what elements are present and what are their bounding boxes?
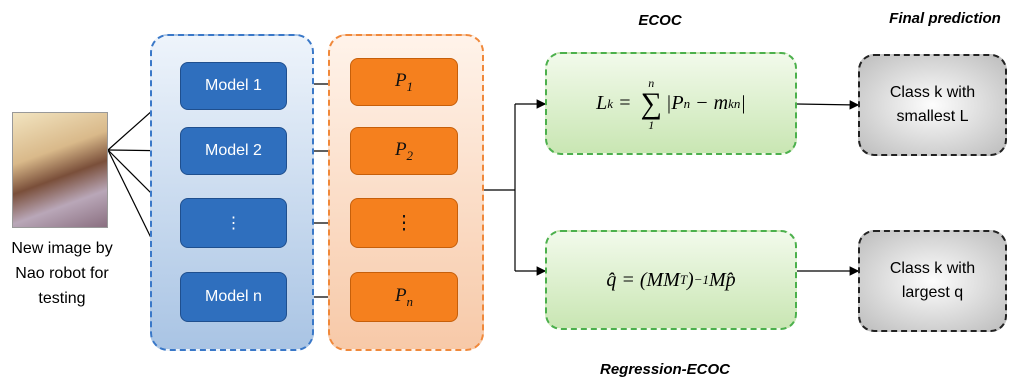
regression-ecoc-label: Regression-ECOC	[580, 361, 750, 378]
caption-line: testing	[0, 286, 124, 311]
formula-part: −1	[694, 272, 709, 288]
prediction-line: Class k with	[860, 257, 1005, 281]
output-subscript: 2	[407, 147, 414, 162]
output-subscript: 1	[407, 78, 414, 93]
output-text: ⋮	[395, 213, 414, 234]
formula-part: =	[613, 92, 637, 115]
output-text: P	[395, 70, 407, 91]
output-subscript: n	[407, 293, 414, 308]
prediction-line: Class k with	[860, 81, 1005, 105]
formula-part: L	[596, 92, 607, 115]
formula-part: q̂ = (MM	[606, 269, 679, 292]
prediction-line: largest q	[860, 281, 1005, 305]
formula-part: T	[680, 272, 687, 288]
model-box: ⋮	[180, 198, 287, 248]
input-image	[12, 112, 108, 228]
model-box: Model 2	[180, 127, 287, 175]
output-box: ⋮	[350, 198, 458, 248]
formula-part: |P	[666, 92, 684, 115]
final-prediction-label: Final prediction	[870, 10, 1013, 27]
output-symbol: P1	[395, 70, 413, 95]
output-box: P1	[350, 58, 458, 106]
output-symbol: P2	[395, 139, 413, 164]
model-box: Model 1	[180, 62, 287, 110]
output-symbol: Pn	[395, 285, 413, 310]
formula-part: − m	[690, 92, 728, 115]
output-box: P2	[350, 127, 458, 175]
sum-stack: n∑1	[641, 77, 662, 131]
diagram: New image byNao robot fortesting ECOC Fi…	[0, 0, 1013, 383]
output-symbol: ⋮	[395, 212, 414, 235]
output-text: P	[395, 285, 407, 306]
model-box: Model n	[180, 272, 287, 322]
sum-sign: ∑	[641, 89, 662, 119]
prediction-line: smallest L	[860, 105, 1005, 129]
caption-line: Nao robot for	[0, 261, 124, 286]
formula-part: )	[687, 269, 694, 292]
formula-part: kn	[728, 96, 740, 112]
output-box: Pn	[350, 272, 458, 322]
formula-part: Mp̂	[709, 269, 736, 292]
caption-line: New image by	[0, 236, 124, 261]
output-text: P	[395, 139, 407, 160]
ecoc-label: ECOC	[600, 12, 720, 29]
sum-lower: 1	[648, 119, 654, 131]
formula-part: |	[740, 92, 746, 115]
